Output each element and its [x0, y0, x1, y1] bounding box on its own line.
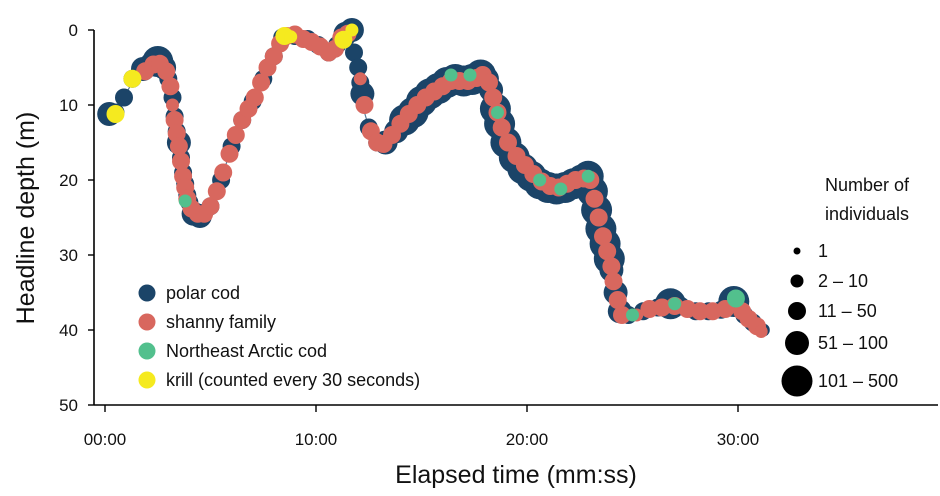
data-point	[252, 73, 271, 92]
legend-label-northeast-arctic-cod: Northeast Arctic cod	[166, 341, 327, 361]
x-axis-title: Elapsed time (mm:ss)	[395, 461, 637, 489]
legend-marker-northeast-arctic-cod	[138, 342, 156, 360]
y-tick-label: 0	[69, 21, 78, 40]
data-point	[499, 133, 517, 152]
data-point	[589, 208, 608, 227]
data-point	[492, 118, 511, 137]
data-point	[157, 62, 176, 81]
data-point	[345, 23, 359, 37]
data-point	[115, 88, 133, 107]
size-legend-marker	[788, 302, 806, 320]
size-legend-label: 101 – 500	[818, 371, 898, 391]
data-point	[598, 242, 617, 261]
data-point	[161, 77, 180, 96]
data-point	[220, 144, 239, 163]
data-point	[554, 182, 568, 196]
size-legend-marker	[781, 365, 813, 397]
data-point	[480, 73, 498, 92]
data-point	[353, 72, 367, 86]
y-tick-label: 20	[59, 171, 78, 190]
data-point	[284, 30, 298, 44]
x-tick-label: 10:00	[295, 430, 338, 449]
y-tick-label: 50	[59, 396, 78, 415]
legend-marker-krill-counted-every-30-seconds	[138, 371, 156, 389]
data-point	[444, 68, 458, 82]
x-tick-label: 00:00	[84, 430, 127, 449]
data-point	[345, 43, 363, 62]
data-point	[207, 182, 226, 201]
size-legend-label: 51 – 100	[818, 333, 888, 353]
x-tick-label: 20:00	[506, 430, 549, 449]
size-legend-marker	[785, 331, 809, 355]
size-legend: Number of individuals 1 2 – 10 11 – 50 51 –…	[781, 175, 910, 397]
size-legend-marker	[790, 274, 804, 288]
data-point	[172, 152, 190, 171]
data-point	[355, 96, 374, 114]
size-legend-title-line-1: Number of	[825, 175, 910, 195]
legend-label-krill-counted-every-30-seconds: krill (counted every 30 seconds)	[166, 370, 420, 390]
legend-marker-polar-cod	[138, 284, 156, 302]
y-tick-label: 30	[59, 246, 78, 265]
y-axis-title: Headline depth (m)	[12, 112, 40, 325]
series-northeast-arctic-cod	[178, 68, 745, 322]
legend-label-shanny-family: shanny family	[166, 312, 276, 332]
color-legend: polar cod shanny family Northeast Arctic c…	[138, 283, 420, 390]
data-point	[169, 137, 188, 156]
data-point	[463, 68, 477, 82]
data-point	[668, 297, 682, 311]
data-point	[533, 173, 547, 187]
size-legend-label: 1	[818, 241, 828, 261]
size-legend-label: 2 – 10	[818, 271, 868, 291]
data-point	[581, 169, 595, 183]
size-legend-marker	[793, 247, 801, 255]
data-point	[726, 289, 745, 308]
data-point	[214, 163, 233, 182]
size-legend-title-line-2: individuals	[825, 204, 909, 224]
series-krill-counted-every-30-seconds	[106, 23, 359, 123]
data-point	[585, 189, 604, 208]
x-tick-label: 30:00	[717, 430, 760, 449]
data-point	[754, 325, 768, 338]
y-tick-label: 40	[59, 321, 78, 340]
data-point	[604, 272, 623, 291]
y-tick-label: 10	[59, 96, 78, 115]
data-point	[178, 194, 192, 208]
data-point	[608, 291, 627, 309]
data-point	[226, 126, 245, 144]
data-point	[626, 308, 639, 322]
data-point	[165, 111, 184, 129]
plot-area	[97, 18, 770, 338]
data-point	[691, 302, 709, 321]
data-point	[613, 306, 631, 324]
data-point	[602, 257, 621, 276]
data-point	[491, 106, 504, 119]
data-point	[594, 227, 612, 246]
data-point	[166, 98, 179, 112]
legend-label-polar-cod: polar cod	[166, 283, 240, 303]
legend-marker-shanny-family	[138, 313, 156, 331]
data-point	[334, 30, 353, 49]
data-point	[201, 197, 220, 216]
axis-ticks: 00:00 10:00 20:00 30:00 0 10 20 30 40 50	[59, 21, 759, 449]
data-point	[123, 69, 142, 88]
data-point	[349, 58, 368, 77]
size-legend-entries: 1 2 – 10 11 – 50 51 – 100 101 – 500	[781, 241, 898, 397]
data-point	[245, 88, 264, 107]
data-point	[106, 105, 125, 123]
size-legend-label: 11 – 50	[818, 301, 877, 321]
data-point	[484, 88, 503, 107]
